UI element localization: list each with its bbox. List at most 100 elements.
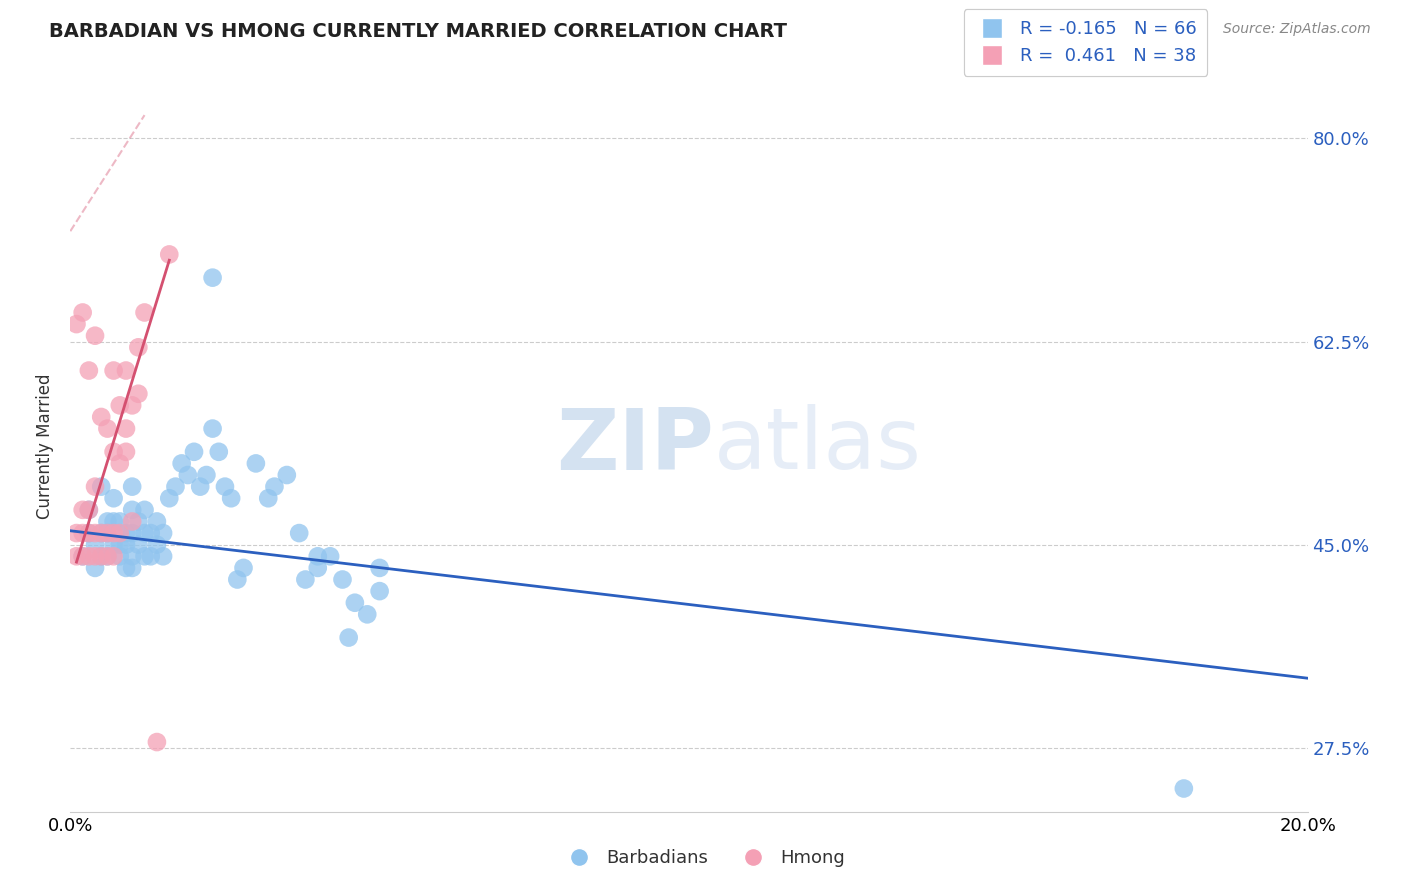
Point xyxy=(337,631,360,645)
Point xyxy=(77,526,100,541)
Point xyxy=(77,363,100,377)
Y-axis label: Currently Married: Currently Married xyxy=(37,373,55,519)
Point xyxy=(139,526,162,541)
Point xyxy=(146,515,169,529)
Point xyxy=(115,561,138,575)
Point xyxy=(96,549,118,564)
Point xyxy=(276,468,298,483)
Point xyxy=(121,398,143,412)
Point xyxy=(170,457,193,471)
Point xyxy=(201,421,224,435)
Point xyxy=(90,526,112,541)
Point xyxy=(188,480,211,494)
Point xyxy=(343,596,366,610)
Point xyxy=(65,549,87,564)
Point xyxy=(108,515,131,529)
Point xyxy=(84,561,107,575)
Point xyxy=(115,421,138,435)
Point xyxy=(84,526,107,541)
Point xyxy=(263,480,285,494)
Point xyxy=(214,480,236,494)
Point xyxy=(115,526,138,541)
Point xyxy=(90,526,112,541)
Point xyxy=(108,538,131,552)
Point xyxy=(134,503,156,517)
Point xyxy=(84,328,107,343)
Point xyxy=(368,561,391,575)
Point xyxy=(127,340,149,354)
Point xyxy=(177,468,200,483)
Point xyxy=(103,549,125,564)
Point xyxy=(103,445,125,459)
Point xyxy=(121,480,143,494)
Point xyxy=(134,549,156,564)
Point xyxy=(208,445,231,459)
Point xyxy=(121,526,143,541)
Point xyxy=(127,515,149,529)
Point xyxy=(157,247,180,261)
Point xyxy=(90,480,112,494)
Point xyxy=(96,515,118,529)
Point xyxy=(134,305,156,319)
Point xyxy=(77,526,100,541)
Point xyxy=(96,549,118,564)
Point xyxy=(72,549,94,564)
Point xyxy=(332,573,354,587)
Point xyxy=(127,538,149,552)
Point xyxy=(108,526,131,541)
Point xyxy=(103,491,125,506)
Point xyxy=(121,515,143,529)
Point xyxy=(90,549,112,564)
Point xyxy=(121,549,143,564)
Point xyxy=(183,445,205,459)
Point xyxy=(368,584,391,599)
Point xyxy=(232,561,254,575)
Point xyxy=(195,468,218,483)
Point xyxy=(115,445,138,459)
Point xyxy=(356,607,378,622)
Point xyxy=(77,549,100,564)
Point xyxy=(1173,781,1195,796)
Point xyxy=(96,421,118,435)
Point xyxy=(226,573,249,587)
Point xyxy=(77,503,100,517)
Point xyxy=(108,457,131,471)
Point xyxy=(96,526,118,541)
Point xyxy=(201,270,224,285)
Point xyxy=(72,549,94,564)
Point xyxy=(103,363,125,377)
Point xyxy=(77,503,100,517)
Point xyxy=(90,409,112,424)
Point xyxy=(65,317,87,331)
Point xyxy=(121,503,143,517)
Point xyxy=(152,526,174,541)
Point xyxy=(96,526,118,541)
Legend: R = -0.165   N = 66, R =  0.461   N = 38: R = -0.165 N = 66, R = 0.461 N = 38 xyxy=(963,9,1208,76)
Point xyxy=(307,561,329,575)
Point xyxy=(84,549,107,564)
Point xyxy=(294,573,316,587)
Point xyxy=(121,561,143,575)
Point xyxy=(115,363,138,377)
Point xyxy=(72,305,94,319)
Point xyxy=(108,398,131,412)
Text: BARBADIAN VS HMONG CURRENTLY MARRIED CORRELATION CHART: BARBADIAN VS HMONG CURRENTLY MARRIED COR… xyxy=(49,22,787,41)
Legend: Barbadians, Hmong: Barbadians, Hmong xyxy=(554,842,852,874)
Point xyxy=(72,526,94,541)
Text: atlas: atlas xyxy=(714,404,922,488)
Point xyxy=(307,549,329,564)
Point xyxy=(257,491,280,506)
Point xyxy=(108,549,131,564)
Point xyxy=(127,386,149,401)
Point xyxy=(245,457,267,471)
Point xyxy=(103,538,125,552)
Point xyxy=(72,503,94,517)
Point xyxy=(134,526,156,541)
Point xyxy=(219,491,242,506)
Point xyxy=(146,735,169,749)
Point xyxy=(84,480,107,494)
Point xyxy=(152,549,174,564)
Point xyxy=(84,538,107,552)
Text: Source: ZipAtlas.com: Source: ZipAtlas.com xyxy=(1223,22,1371,37)
Point xyxy=(288,526,311,541)
